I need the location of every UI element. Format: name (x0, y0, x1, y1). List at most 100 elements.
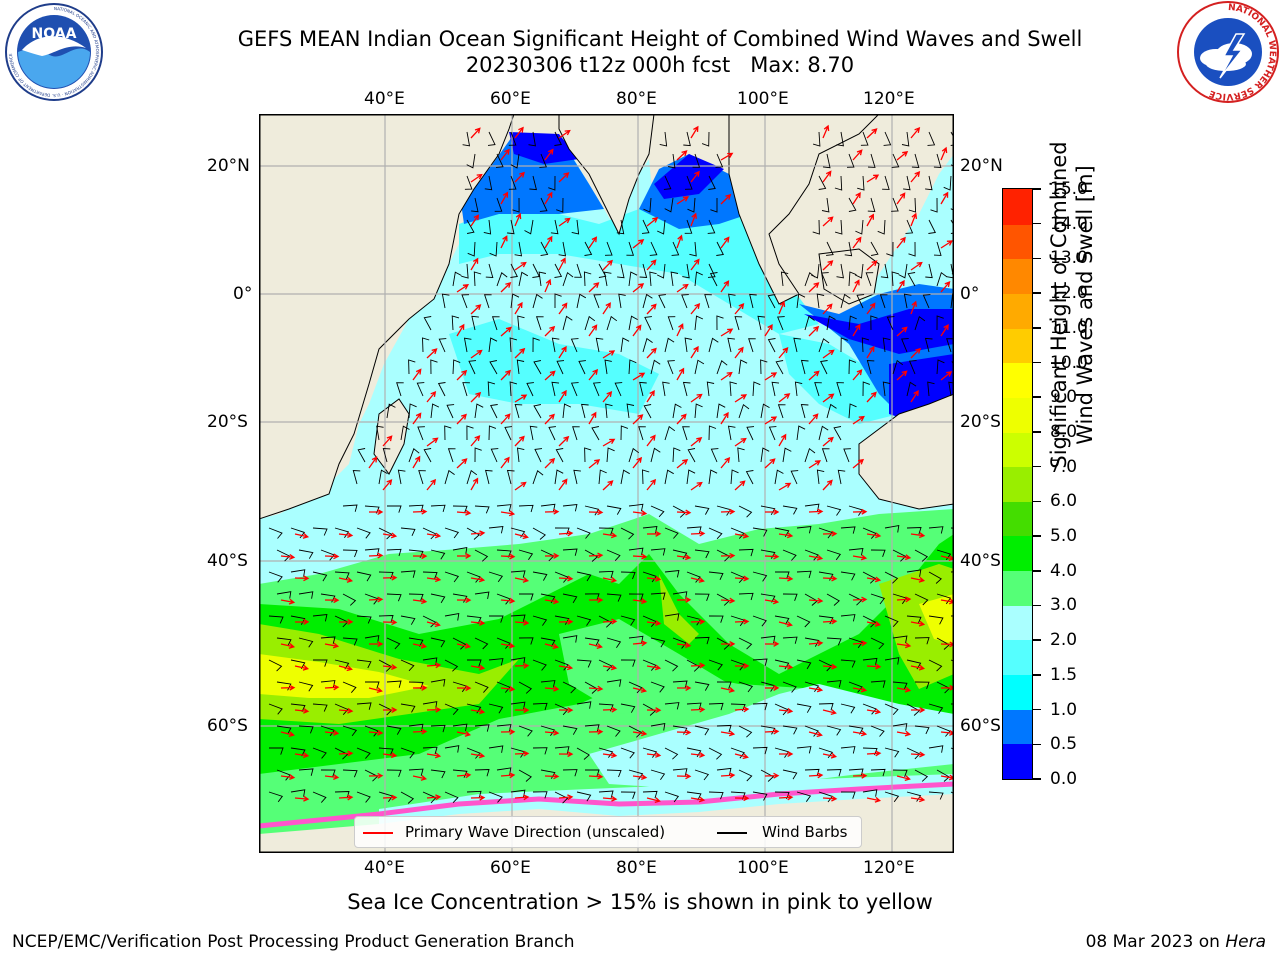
wind-barb (667, 360, 675, 375)
wind-barb (408, 681, 424, 690)
wind-barb (342, 549, 358, 558)
wave-direction-arrow (734, 795, 750, 802)
wave-direction-arrow (866, 260, 878, 271)
wind-barb (658, 294, 666, 309)
colorbar-tick-mark (1033, 257, 1041, 260)
wind-barb (774, 703, 789, 716)
wave-direction-arrow (500, 413, 511, 425)
wave-direction-arrow (558, 302, 568, 315)
wave-direction-arrow (470, 530, 486, 537)
wind-barb (312, 791, 327, 803)
wind-barb (760, 403, 770, 419)
wind-barb (816, 469, 825, 485)
wave-direction-arrow (690, 577, 705, 583)
lon-tick-top-100e: 100°E (737, 89, 789, 109)
wave-direction-arrow (676, 234, 683, 249)
wind-barb (518, 593, 534, 601)
wind-barb (684, 175, 693, 190)
wave-direction-arrow (646, 752, 662, 758)
wind-barb (516, 359, 525, 375)
wind-barb (418, 470, 426, 485)
wave-direction-arrow (896, 642, 912, 649)
wind-barb (468, 360, 477, 375)
wave-direction-arrow (646, 347, 657, 359)
wind-barb (804, 315, 815, 331)
colorbar-tick-mark (1033, 778, 1041, 780)
wave-direction-arrow (646, 530, 662, 537)
wind-barb (796, 703, 812, 713)
wind-barb (836, 263, 844, 279)
wind-barb (796, 425, 806, 441)
wind-barb (914, 637, 930, 645)
wave-direction-arrow (690, 618, 706, 625)
wind-barb (694, 725, 710, 736)
wind-barb (914, 593, 929, 606)
wave-direction-arrow (808, 640, 824, 647)
wave-direction-arrow (456, 731, 472, 737)
wind-barb (312, 571, 328, 582)
wind-barb (796, 746, 812, 754)
wind-barb (767, 294, 776, 309)
wind-barb (614, 382, 623, 397)
wave-direction-arrow (588, 459, 601, 469)
southeast-asia-land (728, 114, 880, 305)
wave-direction-arrow (676, 554, 692, 561)
wind-barb (606, 769, 622, 778)
wind-barb (906, 569, 922, 577)
wave-direction-arrow (588, 236, 598, 249)
wind-barb (400, 703, 416, 713)
wind-barb (496, 767, 512, 775)
wind-barb (598, 659, 613, 672)
wind-barb (397, 469, 406, 485)
colorbar-tick-label: 8.0 (1050, 421, 1078, 442)
wind-barb (814, 382, 822, 397)
wind-barb (534, 448, 543, 463)
colorbar-tick-label: 14.0 (1050, 213, 1088, 234)
wave-direction-arrow (602, 259, 613, 271)
wave-direction-arrow (369, 641, 384, 647)
wave-direction-arrow (632, 774, 648, 781)
india-land (558, 114, 655, 236)
wind-barb (576, 747, 590, 760)
wind-barb (491, 316, 500, 331)
wind-barb (818, 175, 827, 190)
wind-barb (574, 263, 582, 278)
wind-barb (848, 403, 857, 419)
wind-barb (707, 219, 716, 234)
wind-barb (883, 131, 892, 146)
wave-direction-arrow (544, 598, 560, 605)
wind-barb (276, 637, 292, 647)
wave-direction-arrow (544, 457, 556, 469)
wind-barb (716, 681, 732, 689)
wind-barb (524, 219, 534, 235)
wind-barb (276, 725, 292, 735)
wind-barb (603, 271, 612, 287)
wind-barb (928, 703, 944, 714)
wave-direction-arrow (382, 707, 398, 713)
wave-direction-arrow (470, 794, 486, 801)
wind-barb (706, 381, 715, 397)
wind-barb (532, 571, 548, 581)
wave-direction-arrow (588, 685, 604, 692)
wave-direction-arrow (764, 728, 780, 735)
wave-direction-arrow (866, 213, 874, 227)
colorbar-tick-label: 3.0 (1050, 595, 1078, 616)
wind-barb (356, 527, 371, 539)
wave-direction-arrow (720, 411, 729, 425)
wind-barb (884, 615, 899, 628)
wind-barb (737, 447, 745, 463)
wave-direction-arrow (558, 129, 571, 139)
wind-barb (620, 659, 636, 667)
wave-direction-arrow (632, 510, 648, 517)
wind-barb (444, 527, 460, 539)
lon-tick-bottom-80e: 80°E (616, 858, 657, 878)
wave-direction-arrow (896, 150, 909, 161)
wind-barb (518, 549, 534, 560)
wave-direction-arrow (676, 323, 684, 337)
wind-barb (684, 219, 693, 234)
wind-barb (804, 447, 816, 463)
wind-barb (422, 657, 438, 665)
wind-barb (936, 593, 952, 605)
colorbar-tick-label: 0.0 (1050, 769, 1078, 789)
wind-barb (298, 637, 314, 648)
